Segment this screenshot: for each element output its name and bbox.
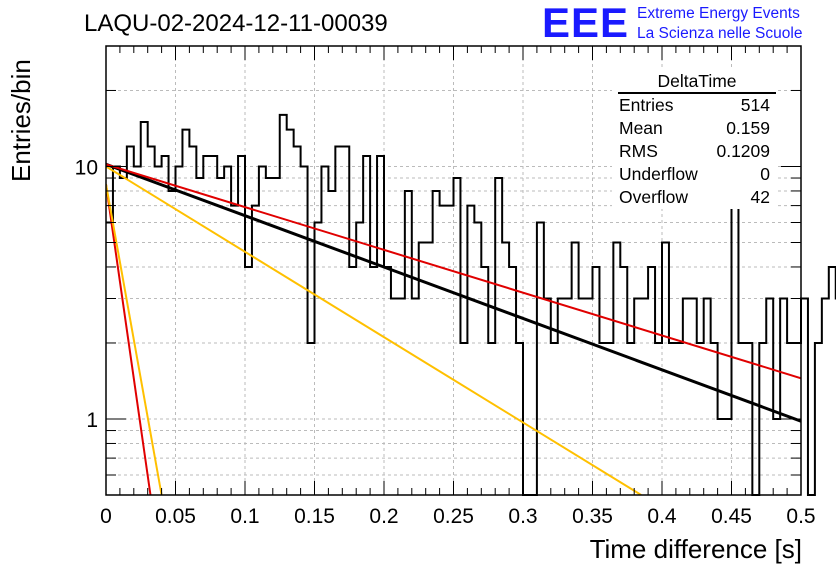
x-tick-label: 0.15 <box>294 505 335 528</box>
stats-row-entries: Entries 514 <box>612 94 778 117</box>
x-tick-label: 0 <box>100 505 112 528</box>
fit-line <box>106 162 801 423</box>
x-tick-label: 0.3 <box>508 505 537 528</box>
stats-value: 0 <box>760 164 770 184</box>
stats-value: 514 <box>740 95 770 115</box>
stats-label: Overflow <box>619 187 689 207</box>
x-tick-label: 0.25 <box>433 505 474 528</box>
stats-row-rms: RMS 0.1209 <box>612 140 778 163</box>
logo-line-1: Extreme Energy Events <box>637 5 800 22</box>
stats-value: 42 <box>750 187 770 207</box>
stats-box-title: DeltaTime <box>618 70 776 94</box>
logo-line-2: La Scienza nelle Scuole <box>637 25 803 42</box>
fit-line <box>106 163 801 380</box>
chart-title: LAQU-02-2024-12-11-00039 <box>84 10 388 37</box>
y-tick-label: 10 <box>75 156 98 179</box>
x-tick-label: 0.35 <box>572 505 613 528</box>
y-tick-label: 1 <box>86 409 98 432</box>
stats-row-overflow: Overflow 42 <box>612 186 778 209</box>
fit-line <box>106 184 163 495</box>
fit-line <box>106 184 152 495</box>
stats-row-mean: Mean 0.159 <box>612 117 778 140</box>
logo-caption: Extreme Energy Events La Scienza nelle S… <box>637 4 802 44</box>
stats-box: DeltaTime Entries 514 Mean 0.159 RMS 0.1209… <box>612 70 778 209</box>
stats-label: RMS <box>619 141 658 161</box>
stats-label: Entries <box>619 95 674 115</box>
stats-value: 0.1209 <box>716 141 770 161</box>
fit-line <box>106 165 642 495</box>
y-axis-label: Entries/bin <box>6 59 36 182</box>
x-tick-label: 0.4 <box>647 505 677 528</box>
stats-value: 0.159 <box>726 118 770 138</box>
stats-row-underflow: Underflow 0 <box>612 163 778 186</box>
stats-label: Mean <box>619 118 663 138</box>
eee-logo: EEE <box>542 0 630 46</box>
stats-label: Underflow <box>619 164 698 184</box>
x-tick-label: 0.2 <box>369 505 398 528</box>
x-tick-label: 0.05 <box>155 505 196 528</box>
x-tick-label: 0.1 <box>230 505 259 528</box>
x-tick-label: 0.45 <box>711 505 752 528</box>
x-axis-label: Time difference [s] <box>589 534 802 564</box>
x-tick-label: 0.5 <box>786 505 815 528</box>
histogram-series <box>106 113 836 496</box>
